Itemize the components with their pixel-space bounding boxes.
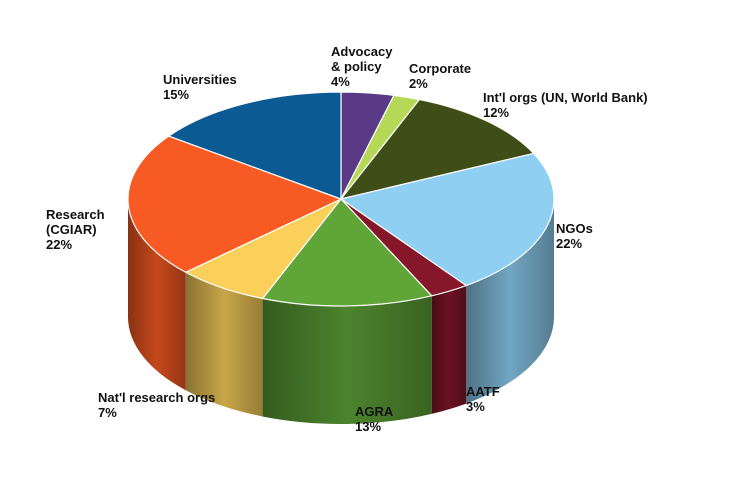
slice-label: Universities 15% bbox=[163, 72, 237, 102]
pie-slice-9 bbox=[168, 91, 342, 200]
slice-label-percent: 12% bbox=[483, 105, 510, 120]
pie-slice-4 bbox=[340, 152, 555, 287]
slice-label-percent: 7% bbox=[98, 405, 117, 420]
slice-label: Advocacy & policy 4% bbox=[331, 44, 392, 89]
slice-label-name: Advocacy bbox=[331, 44, 393, 59]
slice-label-percent: 22% bbox=[46, 237, 73, 252]
slice-label-name: & policy bbox=[331, 59, 382, 74]
slice-label-percent: 13% bbox=[355, 419, 382, 434]
slice-label-name: (CGIAR) bbox=[46, 222, 97, 237]
pie-side-7 bbox=[185, 272, 263, 417]
slice-label-percent: 3% bbox=[466, 399, 485, 414]
slice-label: AGRA 13% bbox=[355, 404, 393, 434]
slice-label-name: Research bbox=[46, 207, 105, 222]
pie-slice-6 bbox=[261, 198, 433, 307]
slice-label: Int'l orgs (UN, World Bank) 12% bbox=[483, 90, 648, 120]
slice-label-percent: 2% bbox=[409, 76, 428, 91]
slice-label: Corporate 2% bbox=[409, 61, 471, 91]
slice-label-percent: 4% bbox=[331, 74, 350, 89]
pie-side-8 bbox=[128, 199, 186, 391]
slice-label-percent: 22% bbox=[556, 236, 583, 251]
slice-label-name: AGRA bbox=[355, 404, 394, 419]
slice-label: Research (CGIAR) 22% bbox=[46, 207, 105, 252]
pie-sides bbox=[128, 199, 554, 424]
slice-label-name: Universities bbox=[163, 72, 237, 87]
pie-side-5 bbox=[431, 285, 467, 414]
slice-label-name: Int'l orgs (UN, World Bank) bbox=[483, 90, 648, 105]
pie-slice-3 bbox=[340, 98, 535, 200]
pie-side-6 bbox=[262, 295, 432, 424]
pie-top bbox=[127, 91, 555, 307]
pie-slice-8 bbox=[127, 135, 342, 273]
slice-label: NGOs 22% bbox=[556, 221, 593, 251]
slice-label-percent: 15% bbox=[163, 87, 190, 102]
slice-label-name: AATF bbox=[466, 384, 500, 399]
slice-label: AATF 3% bbox=[466, 384, 500, 414]
slice-label-name: Nat'l research orgs bbox=[98, 390, 216, 405]
slice-label-name: NGOs bbox=[556, 221, 593, 236]
pie-side-4 bbox=[466, 199, 554, 404]
slice-label: Nat'l research orgs 7% bbox=[98, 390, 215, 420]
slice-label-name: Corporate bbox=[409, 61, 472, 76]
